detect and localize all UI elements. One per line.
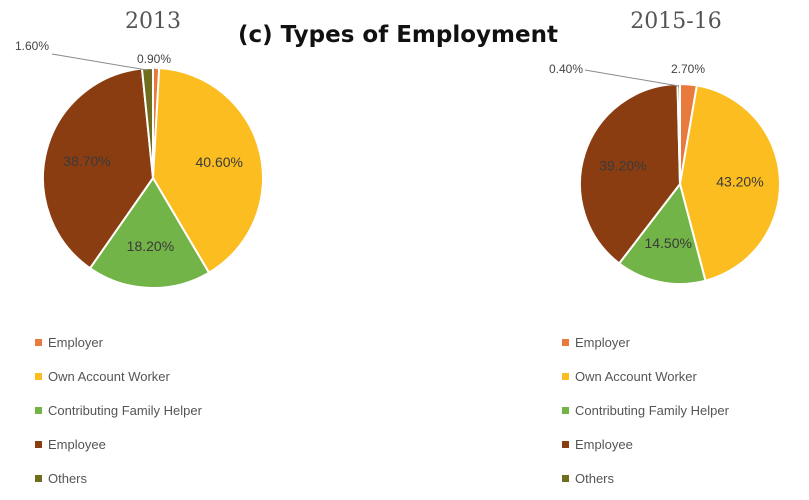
data-label-employee-2013: 38.70% [63,153,110,169]
data-label-employer-2013: 0.90% [137,52,171,66]
legend-label-contributing-family-helper-2015-16: Contributing Family Helper [575,403,730,418]
pie-title-2013: 2013 [125,9,181,34]
data-label-employee-2015-16: 39.20% [599,157,646,173]
pie-slice-own-account-worker-2015-16 [678,84,781,282]
leader-line-others-2013 [51,53,148,71]
data-label-contributing-family-helper-2015-16: 14.50% [644,235,691,251]
legend-swatch-others-2015-16 [562,475,569,482]
legend-swatch-contributing-family-helper-2015-16 [562,407,569,414]
pie-slice-contributing-family-helper-2013 [88,176,211,289]
legend-swatch-others-2013 [35,475,42,482]
legend-label-employee-2013: Employee [48,437,106,452]
pie-chart-2013: 0.90% 40.60% 18.20% 38.70% 1.60% [15,39,264,289]
legend-swatch-employee-2013 [35,441,42,448]
pie-slice-contributing-family-helper-2015-16 [617,181,707,285]
legend-swatch-contributing-family-helper-2013 [35,407,42,414]
pie-slice-own-account-worker-2013 [151,67,264,275]
chart-title: (c) Types of Employment [238,22,558,48]
legend-swatch-employer-2013 [35,339,42,346]
pie-slice-employee-2013 [42,67,155,270]
pie-slice-others-2015-16 [676,82,681,185]
legend-label-others-2015-16: Others [575,471,615,486]
data-label-others-2015-16: 0.40% [549,62,583,76]
legend-label-contributing-family-helper-2013: Contributing Family Helper [48,403,203,418]
data-label-employer-2015-16: 2.70% [671,62,705,76]
pie-title-2015-16: 2015-16 [630,9,721,34]
legend-label-own-account-worker-2015-16: Own Account Worker [575,369,698,384]
data-label-own-account-worker-2015-16: 43.20% [716,173,763,189]
legend-label-others-2013: Others [48,471,88,486]
legend-2015-16: Employer Own Account Worker Contributing F… [562,335,730,486]
legend-label-own-account-worker-2013: Own Account Worker [48,369,171,384]
legend-swatch-employer-2015-16 [562,339,569,346]
leader-line-others-2015-16 [584,69,679,87]
legend-label-employee-2015-16: Employee [575,437,633,452]
legend-swatch-employee-2015-16 [562,441,569,448]
data-label-contributing-family-helper-2013: 18.20% [127,238,174,254]
legend-swatch-own-account-worker-2013 [35,373,42,380]
data-label-others-2013: 1.60% [15,39,49,53]
legend-label-employer-2015-16: Employer [575,335,631,350]
legend-label-employer-2013: Employer [48,335,104,350]
data-label-own-account-worker-2013: 40.60% [196,154,243,170]
legend-2013: Employer Own Account Worker Contributing F… [35,335,203,486]
pie-slice-others-2013 [140,66,154,179]
pie-slice-employee-2015-16 [579,83,682,265]
pie-chart-2015-16: 2.70% 43.20% 14.50% 39.20% 0.40% [549,62,781,285]
legend-swatch-own-account-worker-2015-16 [562,373,569,380]
